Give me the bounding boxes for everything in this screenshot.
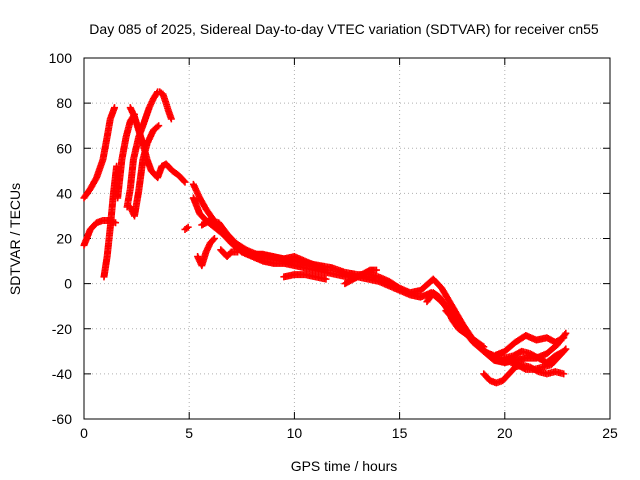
data-point [155, 122, 163, 130]
data-point [210, 235, 218, 242]
data-point [322, 275, 330, 283]
data-point [111, 104, 119, 112]
y-tick-label: 100 [49, 50, 73, 66]
data-point [562, 329, 570, 337]
y-tick-label: -20 [52, 321, 72, 337]
series-track-1 [80, 104, 119, 202]
series-track-7 [126, 122, 163, 220]
y-tick-label: -60 [52, 411, 72, 427]
series-track-14 [280, 271, 330, 283]
series-track-11 [198, 216, 330, 274]
y-tick-label: 40 [56, 185, 72, 201]
series-track-8 [181, 223, 192, 233]
data-point [180, 177, 188, 185]
data-points [80, 88, 570, 387]
y-axis-label: SDTVAR / TECUs [7, 183, 23, 295]
series-track-15 [341, 266, 380, 288]
series-track-19 [507, 345, 570, 373]
x-axis-label: GPS time / hours [291, 458, 398, 474]
x-tick-label: 10 [287, 425, 303, 441]
x-tick-label: 0 [80, 425, 88, 441]
x-tick-label: 25 [602, 425, 618, 441]
data-point [322, 266, 330, 274]
data-point [209, 236, 217, 244]
data-point [167, 115, 175, 123]
data-point [560, 370, 568, 378]
x-tick-label: 20 [497, 425, 513, 441]
axis-ticks: 0 5 10 15 20 25 -60 -40 -20 0 20 40 60 80 100 [49, 50, 618, 441]
x-tick-label: 5 [185, 425, 193, 441]
data-point [181, 178, 189, 186]
series-track-5 [123, 88, 175, 211]
data-point [372, 266, 380, 274]
chart-title: Day 085 of 2025, Sidereal Day-to-day VTE… [89, 21, 599, 37]
data-point [562, 345, 570, 353]
x-tick-label: 15 [392, 425, 408, 441]
series-track-2 [80, 216, 120, 249]
y-tick-label: 60 [56, 140, 72, 156]
y-tick-label: 20 [56, 231, 72, 247]
y-tick-label: -40 [52, 366, 72, 382]
data-point [561, 331, 569, 339]
series-track-12 [194, 235, 218, 270]
y-tick-label: 0 [64, 276, 72, 292]
series-track-10 [189, 194, 570, 367]
data-point [184, 223, 192, 231]
series-track-13 [217, 246, 242, 261]
series-track-3 [100, 162, 121, 281]
data-point [153, 123, 161, 131]
data-point [561, 346, 569, 354]
data-point [234, 248, 242, 256]
y-tick-label: 80 [56, 95, 72, 111]
